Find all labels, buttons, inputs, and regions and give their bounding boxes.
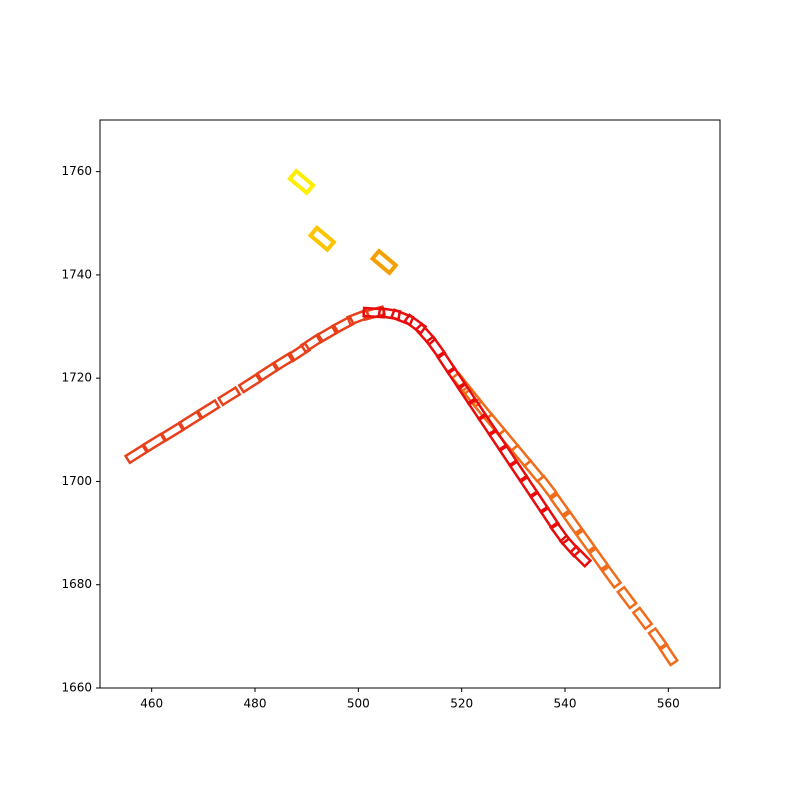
x-tick-label: 540 bbox=[554, 697, 577, 711]
y-tick-label: 1680 bbox=[61, 577, 92, 591]
vehicle-box bbox=[445, 365, 468, 391]
vehicle-box bbox=[255, 360, 281, 382]
vehicle-box bbox=[287, 168, 316, 196]
vehicle-box bbox=[362, 306, 386, 319]
vehicle-box bbox=[497, 443, 519, 468]
vehicle-box bbox=[587, 546, 610, 572]
x-tick-label: 500 bbox=[347, 697, 370, 711]
vehicle-box bbox=[330, 315, 356, 335]
y-tick-label: 1720 bbox=[61, 371, 92, 385]
vehicle-box bbox=[369, 248, 399, 276]
y-tick-label: 1760 bbox=[61, 164, 92, 178]
vehicle-box bbox=[631, 606, 654, 631]
vehicle-box bbox=[314, 323, 340, 344]
vehicle-box bbox=[574, 528, 597, 554]
vehicle-box bbox=[528, 489, 550, 515]
x-tick-label: 560 bbox=[657, 697, 680, 711]
vehicle-box bbox=[424, 335, 447, 360]
vehicle-box bbox=[518, 474, 540, 499]
plot-frame bbox=[99, 119, 721, 689]
y-tick-label: 1660 bbox=[61, 681, 92, 695]
vehicle-box bbox=[535, 474, 558, 499]
vehicle-box bbox=[271, 351, 296, 373]
vehicle-box bbox=[414, 322, 437, 347]
vehicle-box bbox=[558, 534, 582, 558]
vehicle-box bbox=[178, 410, 203, 431]
vehicle-box bbox=[561, 510, 584, 535]
vehicle-box bbox=[538, 505, 561, 530]
vehicle-box bbox=[307, 225, 337, 253]
x-tick-label: 520 bbox=[450, 697, 473, 711]
vehicle-box bbox=[657, 642, 679, 667]
vehicle-box bbox=[616, 585, 638, 610]
vehicle-box bbox=[549, 492, 571, 517]
vehicle-box bbox=[216, 385, 242, 407]
vehicle-box bbox=[487, 427, 509, 453]
vehicle-box bbox=[435, 350, 457, 375]
vehicle-box bbox=[196, 398, 221, 420]
vehicle-box bbox=[237, 372, 263, 394]
vehicle-box bbox=[377, 306, 402, 321]
vehicle-box bbox=[159, 421, 185, 443]
vehicle-box bbox=[299, 332, 325, 354]
vehicle-box bbox=[466, 396, 488, 422]
vehicle-box bbox=[389, 308, 415, 327]
vehicle-box bbox=[456, 381, 478, 406]
vehicle-box bbox=[286, 341, 312, 363]
y-tick-label: 1740 bbox=[61, 267, 92, 281]
vehicle-box bbox=[345, 308, 371, 327]
vehicle-box bbox=[476, 412, 499, 437]
vehicle-box bbox=[507, 458, 530, 484]
vehicle-box bbox=[548, 520, 571, 546]
vehicle-box bbox=[647, 626, 669, 652]
y-tick-label: 1700 bbox=[61, 474, 92, 488]
vehicle-box bbox=[141, 432, 167, 454]
vehicle-box bbox=[402, 313, 428, 335]
vehicle-box bbox=[123, 443, 149, 465]
x-tick-label: 460 bbox=[140, 697, 163, 711]
vehicle-box bbox=[568, 544, 593, 568]
vehicle-box bbox=[600, 564, 623, 590]
x-tick-label: 480 bbox=[244, 697, 267, 711]
